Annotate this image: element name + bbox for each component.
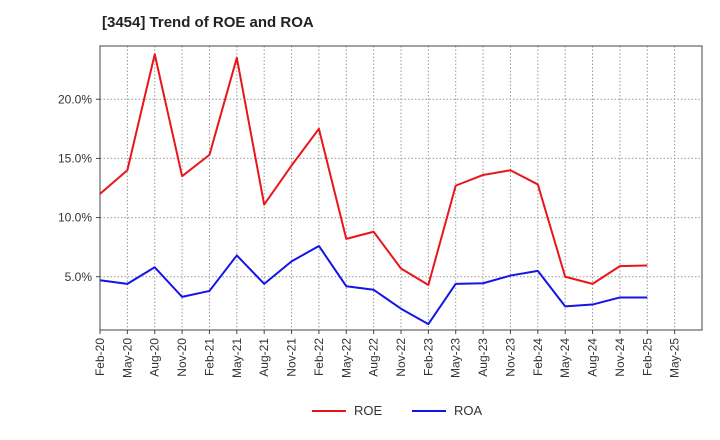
x-tick-label: Aug-20	[148, 338, 162, 377]
y-tick-label: 5.0%	[65, 270, 93, 284]
x-tick-label: Feb-20	[93, 338, 107, 376]
x-tick-label: Nov-20	[175, 338, 189, 377]
x-tick-label: Nov-21	[285, 338, 299, 377]
x-tick-label: Nov-24	[613, 338, 627, 377]
x-tick-label: May-22	[339, 338, 353, 378]
y-tick-label: 15.0%	[58, 151, 92, 165]
x-tick-label: Aug-23	[476, 338, 490, 377]
x-tick-label: May-23	[449, 338, 463, 378]
x-tick-label: Feb-24	[531, 338, 545, 376]
series-line-roe	[99, 53, 648, 287]
x-tick-label: May-25	[668, 338, 682, 378]
x-tick-label: May-21	[230, 338, 244, 378]
x-tick-label: Aug-22	[367, 338, 381, 377]
x-tick-label: Feb-22	[312, 338, 326, 376]
chart-title: [3454] Trend of ROE and ROA	[102, 14, 314, 31]
y-tick-label: 10.0%	[58, 211, 92, 225]
x-tick-label: May-24	[558, 338, 572, 378]
x-tick-label: Feb-25	[640, 338, 654, 376]
x-tick-label: May-20	[120, 338, 134, 378]
x-tick-label: Feb-21	[202, 338, 216, 376]
x-tick-label: Feb-23	[421, 338, 435, 376]
legend-label-roe: ROE	[354, 403, 383, 418]
x-tick-label: Nov-23	[503, 338, 517, 377]
series-line-roa	[99, 244, 648, 326]
x-tick-label: Nov-22	[394, 338, 408, 377]
legend-label-roa: ROA	[454, 403, 483, 418]
x-tick-label: Aug-21	[257, 338, 271, 377]
x-tick-label: Aug-24	[586, 338, 600, 377]
y-tick-label: 20.0%	[58, 92, 92, 106]
